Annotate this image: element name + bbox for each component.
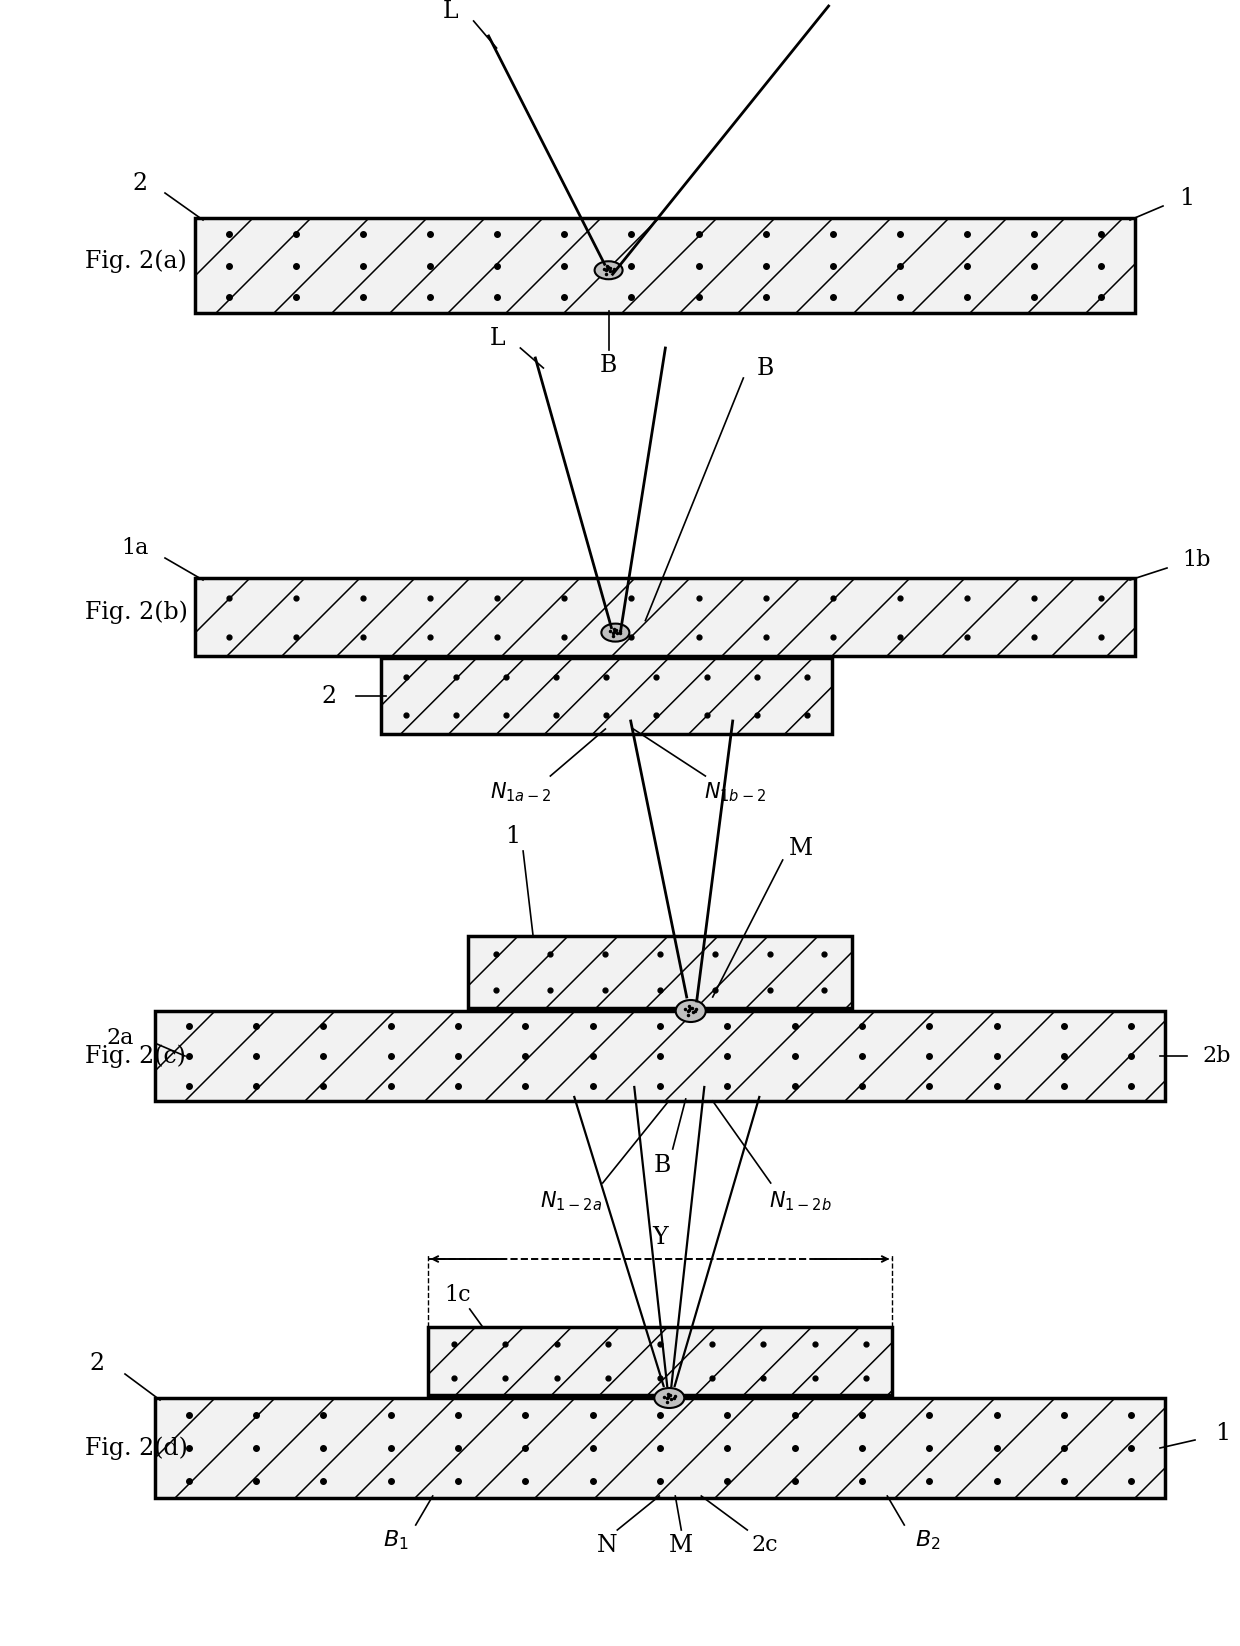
Text: 1: 1 [506, 825, 521, 848]
Text: 2: 2 [89, 1351, 104, 1374]
Bar [195, 217, 1135, 313]
Text: Y: Y [652, 1226, 668, 1249]
Text: L: L [443, 0, 459, 23]
Text: $B_1$: $B_1$ [383, 1527, 408, 1552]
Bar [155, 1397, 1166, 1498]
Text: 2b: 2b [1203, 1045, 1231, 1067]
Text: Fig. 2(d): Fig. 2(d) [86, 1437, 188, 1460]
Text: 2c: 2c [751, 1534, 777, 1555]
Text: 2a: 2a [107, 1027, 134, 1049]
Bar [155, 1011, 1166, 1101]
Text: 1b: 1b [1183, 550, 1211, 571]
Bar [469, 937, 852, 1007]
Text: 1a: 1a [122, 537, 149, 560]
Text: 1: 1 [1215, 1422, 1230, 1445]
Text: Fig. 2(b): Fig. 2(b) [86, 601, 188, 624]
Text: 1c: 1c [444, 1284, 471, 1305]
Text: $N_{1a-2}$: $N_{1a-2}$ [490, 780, 552, 803]
Text: B: B [653, 1154, 671, 1177]
Bar [195, 578, 1135, 657]
Ellipse shape [676, 1001, 706, 1022]
Text: $B_2$: $B_2$ [915, 1527, 940, 1552]
Text: M: M [670, 1534, 693, 1557]
Text: $N_{1-2b}$: $N_{1-2b}$ [769, 1188, 832, 1213]
Text: $N_{1-2a}$: $N_{1-2a}$ [539, 1188, 601, 1213]
Ellipse shape [601, 624, 630, 642]
Ellipse shape [655, 1388, 684, 1407]
Text: L: L [490, 326, 505, 349]
Text: B: B [600, 354, 618, 377]
Text: Fig. 2(a): Fig. 2(a) [86, 249, 187, 273]
Text: 2: 2 [321, 685, 336, 708]
Text: 2: 2 [133, 171, 148, 194]
Text: N: N [596, 1534, 618, 1557]
Text: 1: 1 [1179, 186, 1194, 209]
Text: M: M [789, 836, 813, 859]
Ellipse shape [595, 262, 622, 280]
Text: B: B [756, 357, 774, 380]
Bar [428, 1327, 893, 1396]
Text: Fig. 2(c): Fig. 2(c) [86, 1044, 186, 1068]
Text: $N_{1b-2}$: $N_{1b-2}$ [704, 780, 766, 803]
Bar [381, 658, 832, 734]
